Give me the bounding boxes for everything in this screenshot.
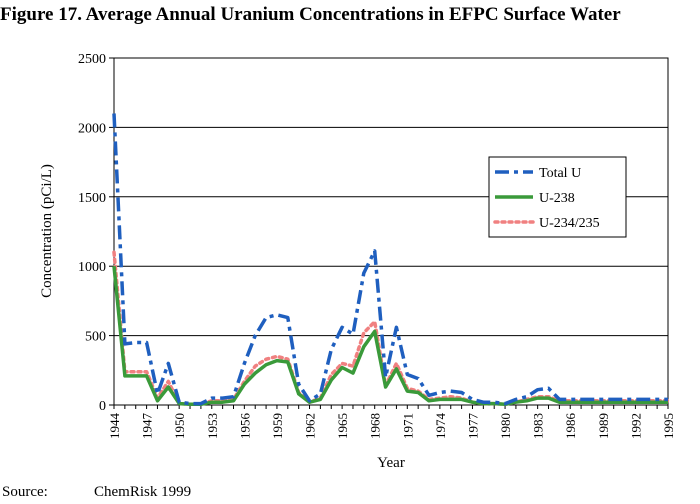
x-tick-label: 1980 xyxy=(498,413,513,439)
source-line: Source: ChemRisk 1999 xyxy=(2,484,191,501)
legend-label: Total U xyxy=(539,166,581,181)
x-tick-label: 1971 xyxy=(400,413,415,439)
x-tick-label: 1995 xyxy=(661,413,676,439)
y-tick-label: 1000 xyxy=(78,260,106,275)
series-line-u-234-235 xyxy=(112,250,670,407)
x-tick-label: 1977 xyxy=(465,413,480,440)
series-lines xyxy=(112,113,670,407)
y-tick-label: 1500 xyxy=(78,191,106,206)
x-tick-label: 1947 xyxy=(140,413,155,440)
x-tick-label: 1974 xyxy=(433,413,448,440)
y-tick-label: 500 xyxy=(85,330,106,345)
source-label: Source: xyxy=(2,484,48,500)
y-axis-title: Concentration (pCi/L) xyxy=(39,164,55,298)
figure-title: Figure 17. Average Annual Uranium Concen… xyxy=(0,4,621,25)
legend-label: U-234/235 xyxy=(539,216,600,231)
x-tick-label: 1992 xyxy=(628,413,643,439)
series-line-total-u xyxy=(112,113,668,406)
x-tick-label: 1983 xyxy=(531,413,546,439)
x-axis-title: Year xyxy=(377,455,405,471)
x-tick-label: 1944 xyxy=(107,413,122,440)
legend: Total U U-238 U-234/235 xyxy=(488,156,627,238)
x-tick-label: 1956 xyxy=(237,413,252,440)
x-tick-label: 1989 xyxy=(596,413,611,439)
x-tick-label: 1959 xyxy=(270,413,285,439)
x-tick-label: 1965 xyxy=(335,413,350,439)
plot-area-frame xyxy=(113,57,669,406)
x-tick-label: 1962 xyxy=(303,413,318,439)
x-tick-label: 1950 xyxy=(172,413,187,439)
x-tick-label: 1953 xyxy=(205,413,220,439)
y-tick-label: 2500 xyxy=(78,52,106,67)
source-value: ChemRisk 1999 xyxy=(94,484,192,500)
x-tick-label: 1986 xyxy=(563,413,578,440)
x-tick-label: 1968 xyxy=(368,413,383,439)
y-tick-label: 2000 xyxy=(78,121,106,136)
legend-label: U-238 xyxy=(539,191,575,206)
y-tick-label: 0 xyxy=(99,399,106,414)
series-line-u-238 xyxy=(112,266,668,407)
axes: 0 500 1000 1500 2000 2500 1944 1947 1950 1953 1956… xyxy=(78,52,676,439)
